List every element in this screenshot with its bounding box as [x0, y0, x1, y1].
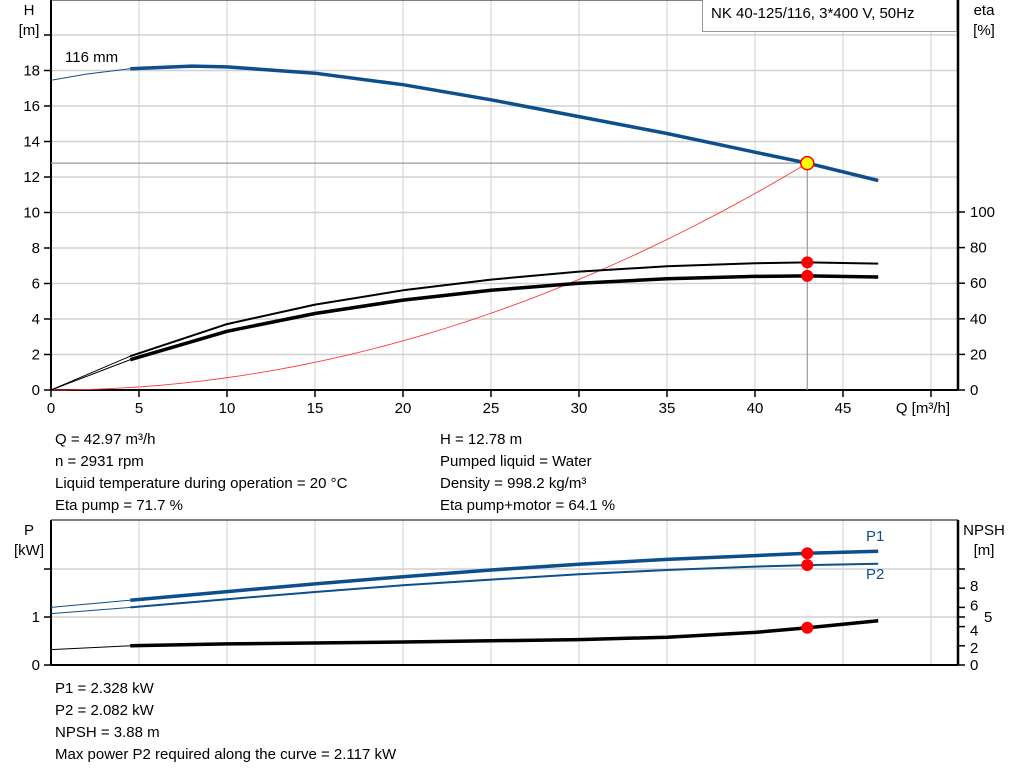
- p1-label: P1: [866, 528, 884, 545]
- duty-point: [800, 155, 815, 171]
- eta-pump-motor-point: [801, 269, 814, 282]
- npsh-curve-extension: [50, 645, 131, 651]
- info-p2: P2 = 2.082 kW: [55, 702, 154, 719]
- top-left-tick-label: 14: [23, 134, 40, 151]
- top-left-tick-label: 0: [32, 382, 40, 399]
- info-q: Q = 42.97 m³/h: [55, 431, 156, 448]
- p1-curve: [130, 549, 879, 602]
- p2-label: P2: [866, 566, 884, 583]
- x-tick-label: 5: [135, 400, 143, 417]
- x-tick-label: 45: [835, 400, 852, 417]
- bottom-right-axis-unit: [m]: [974, 542, 995, 559]
- head-curve-extension: [50, 68, 131, 81]
- top-right-axis-label: eta: [974, 2, 996, 19]
- top-right-tick-label: 60: [970, 275, 987, 292]
- top-left-tick-label: 8: [32, 240, 40, 257]
- x-tick-label: 20: [395, 400, 412, 417]
- eta-pump-point: [801, 256, 814, 269]
- eta-pump-motor-curve: [129, 274, 879, 362]
- top-left-tick-label: 12: [23, 169, 40, 186]
- info-max-power: Max power P2 required along the curve = …: [55, 746, 397, 763]
- info-density: Density = 998.2 kg/m³: [440, 475, 587, 492]
- info-bottom: P1 = 2.328 kW P2 = 2.082 kW NPSH = 3.88 …: [55, 678, 396, 766]
- info-h: H = 12.78 m: [440, 431, 523, 448]
- top-left-tick-label: 6: [32, 276, 40, 293]
- bottom-left-axis-unit: [kW]: [14, 542, 44, 559]
- top-right-tick-label: 100: [970, 204, 995, 221]
- top-right-tick-label: 0: [970, 382, 978, 399]
- p1-curve-extension: [50, 599, 131, 608]
- eta-pump-curve: [129, 261, 879, 358]
- bottom-right-tick-label: 0: [970, 657, 978, 674]
- info-p1: P1 = 2.328 kW: [55, 680, 154, 697]
- bottom-left-axis-label: P: [24, 522, 34, 539]
- x-tick-label: 0: [47, 400, 55, 417]
- info-eta-pump: Eta pump = 71.7 %: [55, 497, 183, 514]
- top-left-tick-label: 4: [32, 311, 40, 328]
- bottom-right-tick-label: 5: [984, 609, 992, 626]
- eta-pump-curve-extension: [50, 355, 131, 391]
- bottom-right-tick-label: 4: [970, 623, 978, 640]
- info-eta-pump-motor: Eta pump+motor = 64.1 %: [440, 497, 616, 514]
- x-tick-label: 35: [659, 400, 676, 417]
- bottom-right-tick-label: 2: [970, 640, 978, 657]
- top-right-tick-label: 20: [970, 346, 987, 363]
- top-right-axis-unit: [%]: [973, 22, 995, 39]
- top-right-tick-label: 40: [970, 311, 987, 328]
- p2-point: [801, 559, 814, 572]
- x-tick-label: 15: [307, 400, 324, 417]
- bottom-right-tick-label: 8: [970, 578, 978, 595]
- npsh-curve: [130, 619, 879, 648]
- npsh-point: [801, 621, 814, 634]
- info-liquid-temp: Liquid temperature during operation = 20…: [55, 475, 348, 492]
- info-pumped-liquid: Pumped liquid = Water: [440, 453, 592, 470]
- x-axis-label: Q [m³/h]: [896, 400, 950, 417]
- x-tick-label: 25: [483, 400, 500, 417]
- p2-curve: [130, 562, 879, 609]
- top-right-tick-label: 80: [970, 240, 987, 257]
- top-left-tick-label: 18: [23, 63, 40, 80]
- bottom-right-axis-label: NPSH: [963, 522, 1005, 539]
- info-n: n = 2931 rpm: [55, 453, 144, 470]
- x-tick-label: 40: [747, 400, 764, 417]
- system-curve: [50, 162, 808, 391]
- top-left-axis-unit: [m]: [19, 22, 40, 39]
- x-tick-label: 30: [571, 400, 588, 417]
- info-top-right: H = 12.78 m Pumped liquid = Water Densit…: [440, 429, 615, 517]
- curve-label-impeller: 116 mm: [65, 49, 118, 66]
- bottom-right-tick-label: 6: [970, 597, 978, 614]
- top-left-tick-label: 2: [32, 347, 40, 364]
- head-curve: [130, 64, 879, 183]
- bottom-left-tick-label: 1: [32, 609, 40, 626]
- pump-title: NK 40-125/116, 3*400 V, 50Hz: [702, 0, 957, 32]
- top-left-tick-label: 16: [23, 98, 40, 115]
- bottom-left-tick-label: 0: [32, 657, 40, 674]
- x-tick-label: 10: [219, 400, 236, 417]
- info-npsh: NPSH = 3.88 m: [55, 724, 160, 741]
- info-top-left: Q = 42.97 m³/h n = 2931 rpm Liquid tempe…: [55, 429, 347, 517]
- top-left-tick-label: 10: [23, 205, 40, 222]
- p2-curve-extension: [50, 606, 131, 615]
- p1-point: [801, 547, 814, 560]
- top-left-axis-label: H: [24, 2, 35, 19]
- eta-pump-motor-curve-extension: [50, 359, 131, 391]
